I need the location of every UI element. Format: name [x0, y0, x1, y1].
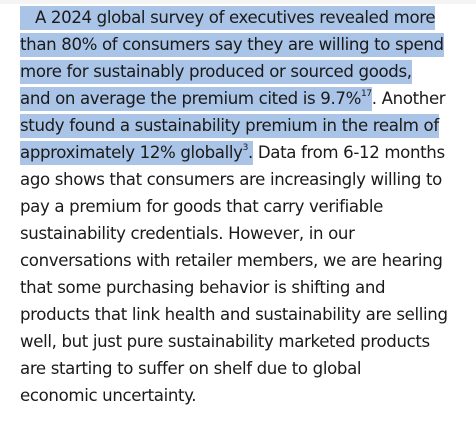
page-top-edge	[0, 0, 476, 4]
text-line-12[interactable]: products that link health and sustainabi…	[20, 305, 448, 324]
text-line-9[interactable]: sustainability credentials. However, in …	[20, 224, 355, 243]
text-line-13[interactable]: well, but just pure sustainability marke…	[20, 332, 430, 351]
highlighted-text[interactable]: A 2024 global survey of executives revea…	[20, 6, 436, 30]
text-line-15[interactable]: economic uncertainty.	[20, 386, 197, 405]
text-line-14[interactable]: are starting to suffer on shelf due to g…	[20, 359, 362, 378]
highlighted-text-with-citation[interactable]: approximately 12% globally3.	[20, 141, 253, 165]
text-line-8[interactable]: pay a premium for goods that carry verif…	[20, 197, 383, 216]
text-line-3[interactable]: more for sustainably produced or sourced…	[0, 58, 476, 85]
highlighted-text[interactable]: approximately 12% globally	[20, 143, 243, 162]
text-line-4[interactable]: and on average the premium cited is 9.7%…	[0, 85, 476, 112]
highlighted-period[interactable]: .	[248, 143, 253, 162]
citation-superscript: 17	[361, 89, 372, 100]
highlighted-text[interactable]: and on average the premium cited is 9.7%	[20, 89, 362, 108]
text-line-2[interactable]: than 80% of consumers say they are willi…	[0, 31, 476, 58]
highlighted-text[interactable]: more for sustainably produced or sourced…	[20, 60, 412, 84]
highlighted-text[interactable]: study found a sustainability premium in …	[20, 114, 439, 138]
text-line-10[interactable]: conversations with retailer members, we …	[20, 251, 443, 270]
body-paragraph[interactable]: A 2024 global survey of executives revea…	[0, 4, 476, 409]
plain-text[interactable]: . Another	[371, 89, 446, 108]
text-line-1[interactable]: A 2024 global survey of executives revea…	[0, 4, 476, 31]
text-line-11[interactable]: that some purchasing behavior is shiftin…	[20, 278, 386, 297]
highlighted-text[interactable]: than 80% of consumers say they are willi…	[20, 33, 444, 57]
plain-text[interactable]: Data from 6-12 months	[252, 143, 445, 162]
text-line-7[interactable]: ago shows that consumers are increasingl…	[20, 170, 442, 189]
highlighted-text-with-citation[interactable]: and on average the premium cited is 9.7%…	[20, 87, 372, 111]
text-line-6[interactable]: approximately 12% globally3. Data from 6…	[0, 139, 476, 166]
citation-superscript: 3	[242, 143, 249, 154]
text-line-5[interactable]: study found a sustainability premium in …	[0, 112, 476, 139]
